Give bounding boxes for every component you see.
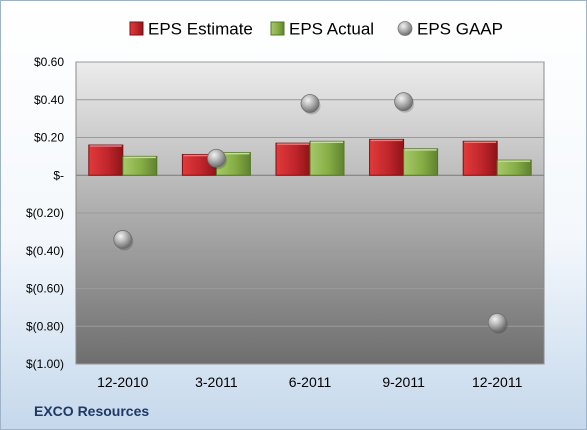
legend-swatch [129,21,144,36]
y-tick-label: $(0.20) [26,206,64,220]
gaap-point [487,313,507,332]
gaap-point [113,230,133,249]
gaap-point [206,148,226,168]
bar-eps-actual [122,155,158,176]
legend-label: EPS Actual [289,20,374,39]
bar-eps-actual [496,159,532,176]
y-tick-label: $0.60 [34,55,64,69]
bar-eps-estimate [462,140,498,176]
legend-swatch [397,21,413,36]
y-tick-label: $(1.00) [26,357,64,371]
x-category-label: 12-2010 [97,374,149,390]
bar-eps-estimate [88,144,124,176]
legend-label: EPS GAAP [417,20,503,39]
x-category-label: 6-2011 [289,374,332,390]
legend-eps-estimate: EPS Estimate [129,20,253,39]
gaap-point [394,92,414,112]
y-tick-label: $(0.40) [26,244,64,258]
bar-eps-actual [403,148,439,176]
y-tick-label: $(0.80) [26,319,64,333]
y-tick-label: $0.20 [34,131,64,145]
bar-eps-estimate [369,138,405,176]
y-tick-label: $- [53,168,64,182]
company-name: EXCO Resources [34,403,150,419]
y-tick-label: $(0.60) [26,282,64,296]
y-tick-label: $0.40 [34,93,64,107]
gaap-point [300,94,320,113]
x-category-label: 3-2011 [195,374,238,390]
x-category-label: 9-2011 [382,374,425,390]
bar-eps-actual [309,140,345,176]
legend-label: EPS Estimate [148,20,253,39]
legend-eps-actual: EPS Actual [270,20,374,39]
bar-eps-estimate [275,142,311,176]
legend-eps-gaap: EPS GAAP [397,20,503,39]
legend-swatch [270,21,285,36]
x-category-label: 12-2011 [472,374,523,390]
